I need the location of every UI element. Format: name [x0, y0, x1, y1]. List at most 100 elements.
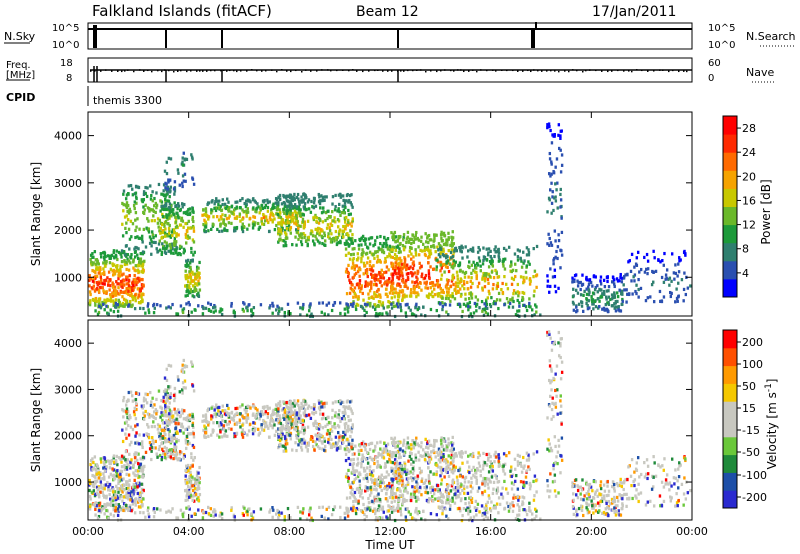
freq-dot: [683, 70, 685, 72]
power-cell: [483, 285, 487, 289]
power-cell: [446, 280, 450, 284]
velocity-cell: [158, 434, 161, 439]
power-cell: [138, 276, 141, 281]
power-cell: [215, 197, 218, 201]
velocity-cell: [111, 496, 115, 500]
velocity-cell: [113, 490, 117, 494]
power-cell: [326, 235, 330, 239]
power-cell: [652, 249, 655, 253]
power-cell: [507, 300, 510, 304]
freq-dot: [121, 70, 123, 73]
velocity-cell: [349, 407, 353, 411]
power-cell: [417, 306, 420, 310]
power-cell: [401, 267, 404, 271]
velocity-cell: [109, 461, 112, 465]
power-cell: [136, 256, 140, 261]
velocity-cell: [312, 422, 315, 426]
velocity-cell: [182, 431, 185, 435]
velocity-cell: [174, 445, 178, 449]
power-cell: [423, 281, 426, 285]
power-cell: [308, 305, 312, 309]
power-cell: [218, 310, 221, 314]
power-cell: [103, 308, 106, 312]
power-cell: [136, 296, 140, 300]
power-cell: [149, 208, 153, 212]
freq-dot: [295, 69, 297, 72]
power-cell: [413, 271, 417, 275]
power-cell: [280, 223, 284, 227]
power-cell: [239, 219, 242, 223]
power-cell: [557, 233, 560, 237]
power-cell: [263, 205, 267, 210]
power-cell: [117, 286, 120, 290]
power-cell: [435, 308, 438, 313]
power-cell: [182, 179, 185, 183]
power-cell: [390, 284, 394, 288]
power-cell: [450, 279, 454, 283]
power-cell: [467, 308, 470, 312]
velocity-cell: [169, 364, 173, 368]
power-cell: [110, 253, 114, 258]
velocity-cell: [193, 455, 196, 460]
power-cell: [205, 222, 208, 226]
power-cell: [400, 269, 403, 274]
power-cell: [572, 294, 575, 298]
power-cell: [606, 301, 609, 305]
power-cell: [502, 259, 505, 263]
power-cell: [371, 305, 375, 309]
power-cell: [164, 186, 167, 190]
velocity-cell: [114, 502, 118, 506]
velocity-cell: [115, 484, 118, 488]
power-cell: [134, 228, 137, 233]
velocity-cell: [251, 404, 255, 408]
power-cell: [535, 285, 538, 289]
velocity-cell: [95, 472, 98, 476]
power-cell: [149, 184, 152, 188]
power-cell: [404, 303, 408, 307]
nsky-label: N.Sky: [4, 30, 36, 43]
freq-dot: [362, 70, 364, 73]
power-cell: [587, 299, 590, 303]
velocity-cell: [283, 434, 287, 439]
power-cell: [159, 226, 162, 230]
power-cell: [140, 295, 143, 299]
power-cell: [674, 263, 677, 267]
velocity-cell: [116, 486, 119, 491]
power-cell: [405, 267, 408, 272]
colorbar-segment: [723, 260, 737, 280]
velocity-cell: [132, 463, 135, 467]
power-cell: [122, 304, 125, 308]
power-cell: [343, 307, 346, 311]
velocity-cell: [109, 472, 113, 476]
velocity-cell: [172, 457, 175, 461]
power-cell: [226, 197, 229, 201]
power-cell: [560, 230, 564, 235]
power-cell: [330, 232, 333, 236]
freq-dot: [168, 69, 170, 72]
velocity-cell: [337, 439, 341, 443]
power-cell: [572, 308, 576, 312]
velocity-cell: [167, 385, 170, 389]
power-cell: [571, 279, 575, 283]
velocity-cell: [190, 362, 194, 366]
power-cell: [97, 289, 101, 293]
power-cell: [447, 287, 451, 291]
velocity-cell: [288, 408, 292, 412]
power-cell: [301, 220, 305, 224]
power-cell: [217, 203, 220, 207]
freq-dot: [440, 69, 442, 72]
freq-dot: [261, 70, 263, 72]
velocity-cell: [204, 413, 208, 417]
velocity-cell: [102, 472, 105, 476]
power-cell: [99, 252, 102, 256]
power-cell: [94, 270, 97, 275]
power-cell: [122, 251, 126, 255]
power-cell: [352, 300, 355, 304]
velocity-cell: [191, 443, 195, 448]
power-cell: [186, 234, 190, 238]
power-cell: [241, 197, 244, 201]
power-cell: [404, 311, 408, 315]
freq-dot: [276, 70, 278, 73]
power-cell: [539, 313, 542, 317]
power-cell: [153, 204, 156, 208]
